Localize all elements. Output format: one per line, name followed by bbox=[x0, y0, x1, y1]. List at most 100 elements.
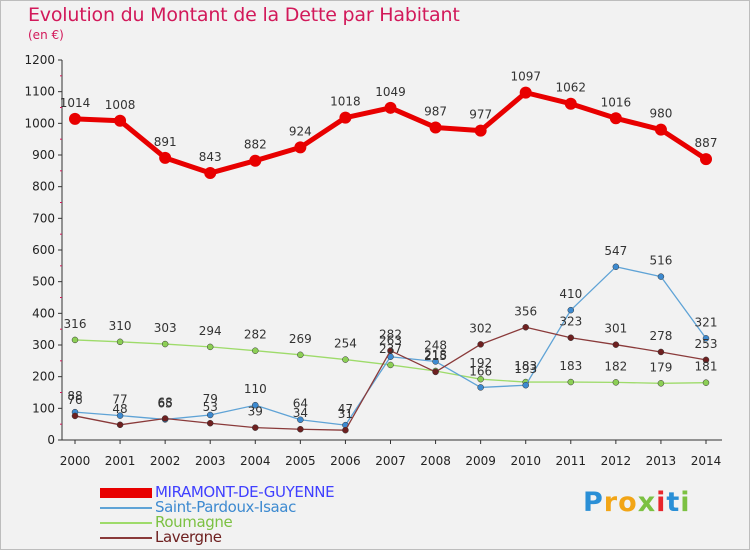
logo-letter: t bbox=[666, 487, 681, 518]
logo-letter: r bbox=[603, 487, 619, 518]
x-tick-label: 2008 bbox=[420, 454, 451, 468]
data-point-lavergne bbox=[161, 415, 169, 422]
x-tick-label: 2006 bbox=[330, 454, 361, 468]
data-point-lavergne bbox=[657, 348, 665, 356]
y-tick-label: 200 bbox=[32, 370, 55, 384]
data-label-roumagne: 310 bbox=[109, 319, 132, 333]
data-point-lavergne bbox=[477, 341, 484, 348]
legend-swatch bbox=[100, 488, 152, 498]
x-tick-label: 2007 bbox=[375, 454, 406, 468]
data-point-saint-pardoux-isaac bbox=[702, 335, 710, 342]
x-tick-label: 2013 bbox=[646, 454, 677, 468]
data-label-miramont-de-guyenne: 1016 bbox=[601, 95, 632, 109]
data-label-lavergne: 301 bbox=[604, 322, 627, 336]
data-label-roumagne: 303 bbox=[154, 321, 177, 335]
data-point-miramont-de-guyenne bbox=[249, 154, 262, 167]
data-point-miramont-de-guyenne bbox=[609, 112, 622, 125]
data-point-saint-pardoux-isaac bbox=[432, 358, 439, 365]
data-label-miramont-de-guyenne: 1097 bbox=[510, 70, 541, 84]
data-point-roumagne bbox=[702, 379, 710, 386]
legend-label: Lavergne bbox=[155, 528, 222, 546]
chart-axes: 0 100 200 300 400 500 600 700 800 900 1000 1100 1200… bbox=[24, 53, 722, 468]
logo-letter: i bbox=[680, 487, 691, 518]
data-point-miramont-de-guyenne bbox=[700, 153, 712, 166]
legend-label: Saint-Pardoux-Isaac bbox=[155, 498, 296, 516]
data-point-miramont-de-guyenne bbox=[564, 97, 577, 110]
data-label-roumagne: 192 bbox=[469, 356, 492, 370]
data-label-lavergne: 323 bbox=[559, 315, 582, 329]
data-label-saint-pardoux-isaac: 77 bbox=[112, 393, 127, 407]
data-label-lavergne: 31 bbox=[338, 407, 353, 421]
x-tick-label: 2011 bbox=[556, 454, 587, 468]
y-tick-label: 100 bbox=[32, 401, 55, 415]
data-label-saint-pardoux-isaac: 248 bbox=[424, 338, 447, 352]
data-point-saint-pardoux-isaac bbox=[297, 416, 304, 423]
data-point-roumagne bbox=[657, 380, 665, 387]
data-label-miramont-de-guyenne: 843 bbox=[199, 150, 222, 164]
data-label-lavergne: 302 bbox=[469, 321, 492, 335]
data-label-lavergne: 68 bbox=[158, 395, 173, 409]
data-point-miramont-de-guyenne bbox=[69, 112, 81, 125]
data-label-saint-pardoux-isaac: 166 bbox=[469, 364, 492, 378]
data-point-miramont-de-guyenne bbox=[204, 167, 217, 180]
data-label-lavergne: 53 bbox=[203, 400, 218, 414]
y-tick-label: 1100 bbox=[24, 85, 55, 99]
data-label-miramont-de-guyenne: 891 bbox=[154, 135, 177, 149]
data-point-miramont-de-guyenne bbox=[474, 124, 487, 137]
logo-letter: i bbox=[656, 487, 667, 518]
data-point-miramont-de-guyenne bbox=[519, 86, 532, 99]
data-label-saint-pardoux-isaac: 516 bbox=[649, 254, 672, 268]
data-label-lavergne: 34 bbox=[293, 406, 308, 420]
y-tick-label: 700 bbox=[32, 211, 55, 225]
data-label-saint-pardoux-isaac: 88 bbox=[67, 389, 82, 403]
x-tick-label: 2001 bbox=[105, 454, 136, 468]
data-point-lavergne bbox=[387, 347, 394, 354]
legend-label: MIRAMONT-DE-GUYENNE bbox=[155, 483, 335, 501]
data-point-lavergne bbox=[252, 424, 259, 431]
y-tick-label: 1200 bbox=[24, 53, 55, 67]
data-point-saint-pardoux-isaac bbox=[477, 384, 484, 391]
data-label-roumagne: 183 bbox=[514, 359, 537, 373]
y-tick-label: 600 bbox=[32, 243, 55, 257]
data-label-miramont-de-guyenne: 1062 bbox=[556, 81, 587, 95]
data-point-roumagne bbox=[71, 336, 79, 344]
x-tick-label: 2014 bbox=[691, 454, 722, 468]
data-label-saint-pardoux-isaac: 193 bbox=[514, 362, 537, 376]
data-label-lavergne: 278 bbox=[649, 329, 672, 343]
data-point-saint-pardoux-isaac bbox=[522, 381, 529, 389]
data-label-lavergne: 215 bbox=[424, 349, 447, 363]
data-label-saint-pardoux-isaac: 547 bbox=[604, 244, 627, 258]
y-tick-label: 500 bbox=[32, 275, 55, 289]
data-label-roumagne: 316 bbox=[64, 317, 87, 331]
data-label-lavergne: 48 bbox=[112, 402, 127, 416]
data-point-miramont-de-guyenne bbox=[339, 111, 352, 124]
chart-series bbox=[69, 86, 712, 434]
data-label-miramont-de-guyenne: 924 bbox=[289, 124, 312, 138]
x-tick-label: 2000 bbox=[60, 454, 91, 468]
data-point-roumagne bbox=[567, 378, 575, 386]
data-point-lavergne bbox=[206, 419, 214, 427]
data-point-saint-pardoux-isaac bbox=[567, 306, 575, 314]
data-label-roumagne: 254 bbox=[334, 337, 357, 351]
data-point-roumagne bbox=[342, 356, 349, 363]
chart-title: Evolution du Montant de la Dette par Hab… bbox=[28, 4, 460, 26]
chart-subtitle: (en €) bbox=[28, 28, 64, 42]
data-point-saint-pardoux-isaac bbox=[657, 273, 665, 280]
data-label-lavergne: 282 bbox=[379, 328, 402, 342]
data-label-miramont-de-guyenne: 887 bbox=[695, 136, 718, 150]
data-point-miramont-de-guyenne bbox=[429, 121, 442, 134]
data-label-lavergne: 39 bbox=[248, 405, 263, 419]
legend-swatch bbox=[100, 522, 152, 524]
logo-letter: o bbox=[618, 487, 638, 518]
data-label-miramont-de-guyenne: 1018 bbox=[330, 95, 361, 109]
x-tick-label: 2004 bbox=[240, 454, 271, 468]
data-label-miramont-de-guyenne: 1014 bbox=[60, 96, 91, 110]
data-point-miramont-de-guyenne bbox=[654, 123, 667, 136]
data-label-miramont-de-guyenne: 882 bbox=[244, 138, 267, 152]
data-point-lavergne bbox=[612, 341, 620, 348]
data-label-roumagne: 183 bbox=[559, 359, 582, 373]
data-point-roumagne bbox=[206, 343, 214, 351]
legend-label: Roumagne bbox=[155, 513, 233, 531]
